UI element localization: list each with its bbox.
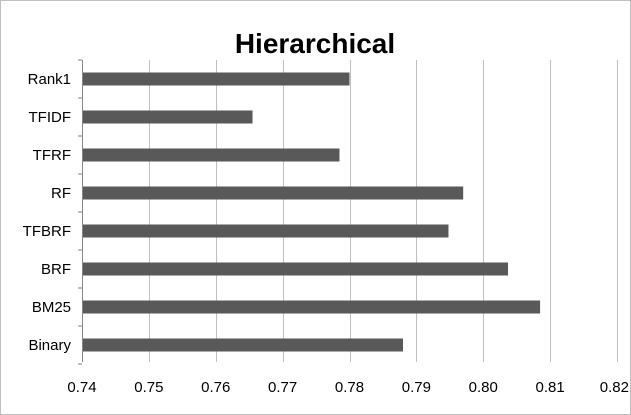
bars <box>83 72 541 352</box>
bar-tfrf <box>83 148 340 162</box>
x-tick-label: 0.82 <box>600 379 629 396</box>
category-label: RF <box>51 185 71 202</box>
gridlines <box>149 60 618 362</box>
x-tick-labels: 0.74 0.75 0.76 0.77 0.78 0.79 0.80 0.81 0.82 <box>67 379 629 396</box>
x-tick-label: 0.78 <box>335 379 364 396</box>
axes <box>78 59 83 365</box>
category-label: Binary <box>28 337 71 354</box>
x-tick-label: 0.75 <box>134 379 163 396</box>
category-label: Rank1 <box>28 71 71 88</box>
category-label: BRF <box>41 261 71 278</box>
x-tick-label: 0.81 <box>536 379 565 396</box>
bar-brf <box>83 262 508 276</box>
chart-title: Hierarchical <box>235 28 395 59</box>
category-labels: Rank1 TFIDF TFRF RF TFBRF BRF BM25 Binary <box>23 71 72 354</box>
x-tick-label: 0.80 <box>469 379 498 396</box>
category-label: BM25 <box>32 299 71 316</box>
bar-binary <box>83 338 403 352</box>
x-tick-label: 0.74 <box>67 379 96 396</box>
bar-rf <box>83 186 464 200</box>
x-tick-label: 0.76 <box>201 379 230 396</box>
category-label: TFBRF <box>23 223 71 240</box>
x-tick-label: 0.77 <box>268 379 297 396</box>
bar-rank1 <box>83 72 350 86</box>
bar-bm25 <box>83 300 541 314</box>
category-label: TFIDF <box>29 109 72 126</box>
bar-tfidf <box>83 110 253 124</box>
x-tick-label: 0.79 <box>402 379 431 396</box>
bar-tfbrf <box>83 224 449 238</box>
category-label: TFRF <box>33 147 71 164</box>
